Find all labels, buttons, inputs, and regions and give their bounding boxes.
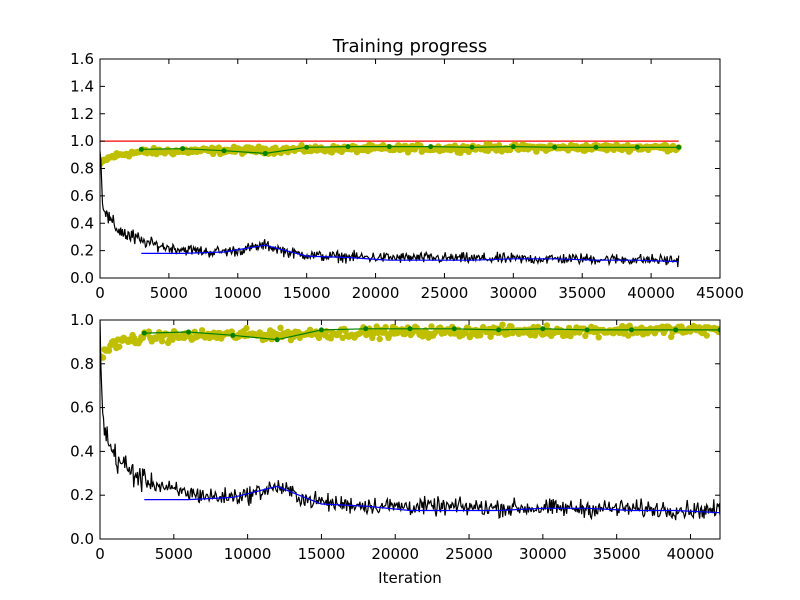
validation-point (386, 144, 392, 150)
x-tick-label: 0 (95, 284, 105, 302)
validation-point (363, 326, 369, 332)
y-tick-label: 1.4 (70, 77, 94, 95)
training-accuracy-point (277, 324, 284, 331)
training-accuracy-point (100, 354, 107, 361)
training-accuracy-point (198, 327, 206, 334)
y-tick-label: 0.8 (70, 160, 94, 178)
validation-line (144, 328, 720, 341)
validation-point (496, 327, 502, 333)
validation-point (180, 146, 186, 152)
x-tick-label: 5000 (150, 284, 188, 302)
chart-title: Training progress (332, 36, 487, 57)
training-accuracy-point (462, 329, 469, 337)
validation-point (274, 337, 280, 343)
y-tick-label: 1.6 (70, 50, 94, 68)
y-tick-label: 0.6 (70, 399, 94, 417)
x-tick-label: 30000 (519, 545, 567, 563)
x-tick-label: 25000 (421, 284, 469, 302)
x-tick-label: 35000 (558, 284, 606, 302)
validation-point (593, 144, 599, 150)
training-accuracy-point (243, 324, 250, 332)
x-tick-label: 5000 (155, 545, 193, 563)
x-tick-label: 30000 (489, 284, 537, 302)
x-tick-label: 40000 (627, 284, 675, 302)
validation-point (469, 144, 475, 150)
x-tick-label: 35000 (593, 545, 641, 563)
validation-point (676, 144, 682, 150)
x-tick-label: 45000 (696, 284, 744, 302)
x-tick-label: 15000 (283, 284, 331, 302)
y-tick-label: 0.6 (70, 187, 94, 205)
validation-point (628, 327, 634, 333)
training-accuracy-point (191, 328, 198, 335)
validation-point (540, 326, 546, 332)
validation-point (304, 144, 310, 150)
training-accuracy-point (582, 332, 589, 340)
validation-point (428, 144, 434, 150)
bottom-plot-y-ticks: 0.0 0.2 0.4 0.6 0.8 1.0 (70, 311, 720, 548)
validation-point (345, 144, 351, 150)
top-plot-y-ticks: 0.0 0.2 0.4 0.6 0.8 1.0 1.2 1.4 1.6 (70, 50, 720, 287)
top-plot-data (100, 140, 682, 268)
x-axis-label: Iteration (378, 569, 442, 587)
training-accuracy-point (376, 335, 383, 343)
x-tick-label: 20000 (371, 545, 419, 563)
y-tick-label: 0.4 (70, 442, 94, 460)
validation-line (141, 145, 679, 155)
training-accuracy-point (595, 334, 602, 341)
training-accuracy-point (543, 322, 551, 329)
validation-point (717, 327, 720, 333)
bottom-plot-data (100, 320, 720, 521)
y-tick-label: 1.2 (70, 105, 94, 123)
x-tick-label: 25000 (445, 545, 493, 563)
y-tick-label: 0.2 (70, 242, 94, 260)
validation-point (552, 144, 558, 150)
training-accuracy-point (382, 324, 389, 331)
training-accuracy-point (477, 332, 484, 339)
training-accuracy-point (116, 343, 123, 350)
y-tick-label: 1.0 (70, 132, 94, 150)
y-tick-label: 1.0 (70, 311, 94, 329)
series-line-line (144, 485, 720, 514)
y-tick-label: 0.8 (70, 355, 94, 373)
training-accuracy-point (428, 323, 435, 330)
x-tick-label: 15000 (298, 545, 346, 563)
x-tick-label: 10000 (214, 284, 262, 302)
y-tick-label: 0.4 (70, 214, 94, 232)
validation-point (634, 144, 640, 150)
validation-point (221, 148, 227, 154)
training-accuracy-point (703, 332, 710, 339)
x-tick-label: 10000 (224, 545, 272, 563)
series-line-line (141, 244, 679, 263)
validation-point (584, 327, 590, 333)
validation-point (673, 327, 679, 333)
validation-point (230, 332, 236, 338)
y-tick-label: 0.2 (70, 486, 94, 504)
training-accuracy-point (158, 338, 166, 345)
bottom-plot-frame (99, 319, 721, 540)
validation-point (186, 329, 192, 335)
y-tick-label: 0.0 (70, 269, 94, 287)
x-tick-label: 0 (95, 545, 105, 563)
bottom-plot-x-ticks: 0 5000 10000 15000 20000 25000 30000 35000 40000 (95, 320, 714, 563)
training-accuracy-point (169, 336, 176, 343)
x-tick-label: 20000 (352, 284, 400, 302)
validation-point (318, 327, 324, 333)
top-plot: Training progress 0 5000 10000 15000 20000 25… (70, 36, 744, 302)
validation-point (510, 144, 516, 150)
training-accuracy-point (323, 328, 330, 335)
bottom-plot: 0 5000 10000 15000 20000 25000 30000 35000 40000… (70, 311, 721, 587)
y-tick-label: 0.0 (70, 530, 94, 548)
validation-point (141, 330, 147, 336)
validation-point (262, 150, 268, 156)
x-tick-label: 40000 (667, 545, 715, 563)
validation-point (138, 146, 144, 152)
training-accuracy-point (105, 347, 113, 354)
training-accuracy-point (499, 321, 506, 328)
top-plot-x-ticks: 0 5000 10000 15000 20000 25000 30000 35000 40000… (95, 59, 744, 302)
validation-point (407, 326, 413, 332)
validation-point (451, 326, 457, 332)
